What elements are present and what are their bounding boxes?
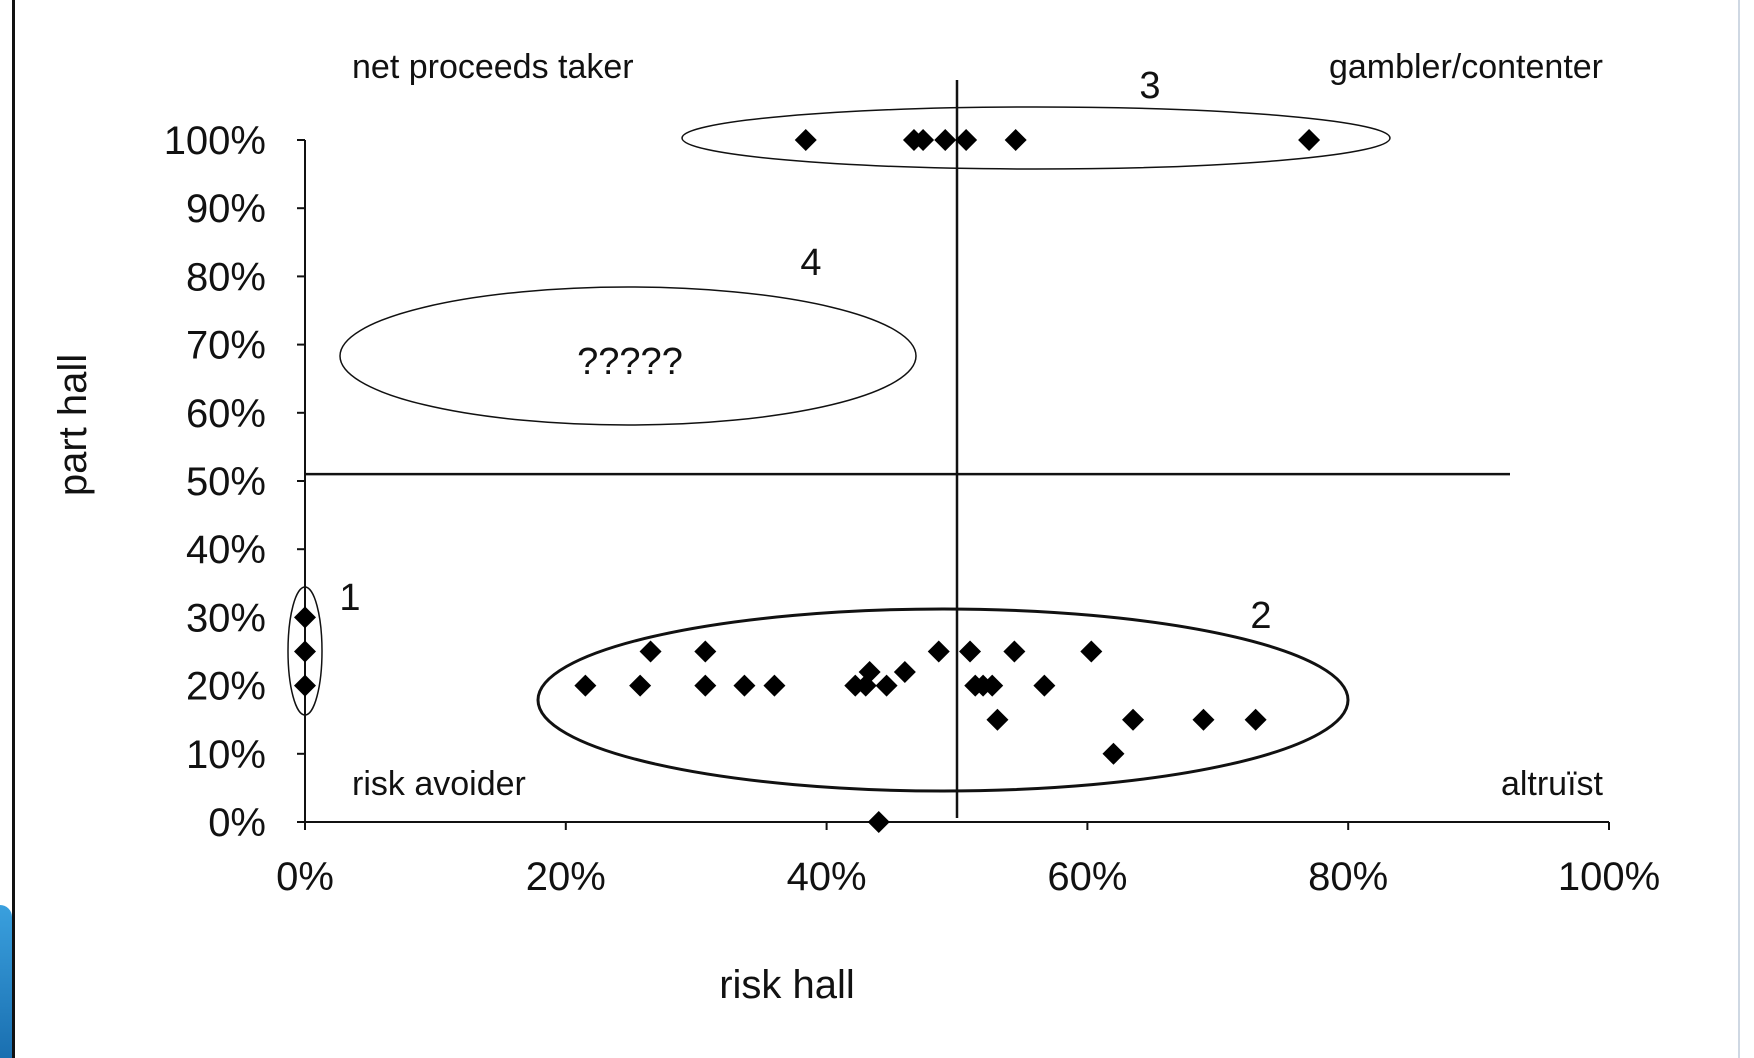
y-tick-label: 40%: [186, 528, 266, 572]
group-label-1: 1: [339, 577, 360, 619]
data-point-diamond: [934, 129, 957, 151]
x-tick-label: 100%: [1558, 855, 1660, 899]
data-point-diamond: [694, 640, 717, 663]
y-tick-label: 70%: [186, 324, 266, 368]
data-point-diamond: [875, 674, 898, 697]
y-tick-label: 60%: [186, 392, 266, 436]
y-tick-label: 30%: [186, 596, 266, 640]
data-point-diamond: [294, 640, 316, 663]
x-tick-label: 60%: [1047, 855, 1127, 899]
data-point-diamond: [694, 674, 717, 697]
x-tick-label: 0%: [276, 855, 334, 899]
group-3-ellipse: [681, 106, 1391, 170]
data-point-diamond: [1192, 708, 1215, 731]
data-point-diamond: [1298, 129, 1321, 151]
data-point-diamond: [986, 708, 1009, 731]
data-point-diamond: [763, 674, 786, 697]
group-1-ellipse: [287, 586, 323, 716]
y-tick-label: 50%: [186, 460, 266, 504]
data-point-diamond: [574, 674, 597, 697]
data-point-diamond: [294, 606, 316, 629]
data-point-diamond: [1102, 742, 1125, 765]
y-tick-label: 10%: [186, 733, 266, 777]
y-tick-label: 0%: [208, 801, 266, 845]
quadrant-label-bottom-right: altruïst: [1501, 765, 1604, 803]
x-tick-label: 80%: [1308, 855, 1388, 899]
y-axis-label: part hall: [51, 354, 95, 496]
group-4-question-marks: ?????: [577, 341, 683, 383]
y-tick-label: 100%: [164, 119, 266, 163]
x-tick-label: 40%: [787, 855, 867, 899]
data-point-diamond: [639, 640, 662, 663]
data-point-diamond: [858, 660, 881, 683]
axis-ticks: 0% 10% 20% 30% 40% 50% 60% 70% 80% 90% 100% 0% 20% 40…: [164, 119, 1660, 899]
data-point-diamond: [294, 674, 316, 697]
data-point-diamond: [955, 129, 978, 151]
group-label-3: 3: [1139, 65, 1160, 107]
data-point-diamond: [1080, 640, 1103, 663]
data-point-diamond: [794, 129, 817, 151]
group-label-2: 2: [1250, 595, 1271, 637]
chart-labels: risk hall part hall net proceeds taker g…: [51, 48, 1604, 1007]
data-point-diamond: [981, 674, 1004, 697]
group-4-ellipse: [339, 286, 917, 426]
y-tick-label: 90%: [186, 187, 266, 231]
blue-corner-accent: [0, 905, 12, 1058]
reference-lines: [305, 80, 1510, 818]
data-point-diamond: [959, 640, 982, 663]
quadrant-label-top-left: net proceeds taker: [352, 48, 634, 86]
data-point-diamond: [1004, 129, 1027, 151]
x-tick-label: 20%: [526, 855, 606, 899]
data-point-diamond: [1244, 708, 1267, 731]
data-point-diamond: [1003, 640, 1026, 663]
quadrant-label-top-right: gambler/contenter: [1329, 48, 1603, 86]
data-point-diamond: [912, 129, 935, 151]
x-axis-label: risk hall: [719, 963, 855, 1007]
data-point-diamond: [927, 640, 950, 663]
data-point-diamond: [733, 674, 756, 697]
data-point-diamond: [867, 811, 890, 833]
y-tick-label: 80%: [186, 255, 266, 299]
y-tick-label: 20%: [186, 665, 266, 709]
quadrant-label-bottom-left: risk avoider: [352, 765, 526, 803]
group-2-ellipse: [536, 607, 1350, 793]
data-point-diamond: [1122, 708, 1145, 731]
data-point-diamond: [893, 660, 916, 683]
data-points: [294, 129, 1321, 833]
data-point-diamond: [629, 674, 652, 697]
group-ellipses: [287, 106, 1391, 793]
data-point-diamond: [1033, 674, 1056, 697]
group-label-4: 4: [800, 242, 821, 284]
left-border-rule: [12, 0, 15, 1058]
right-border-rule: [1738, 0, 1740, 1058]
